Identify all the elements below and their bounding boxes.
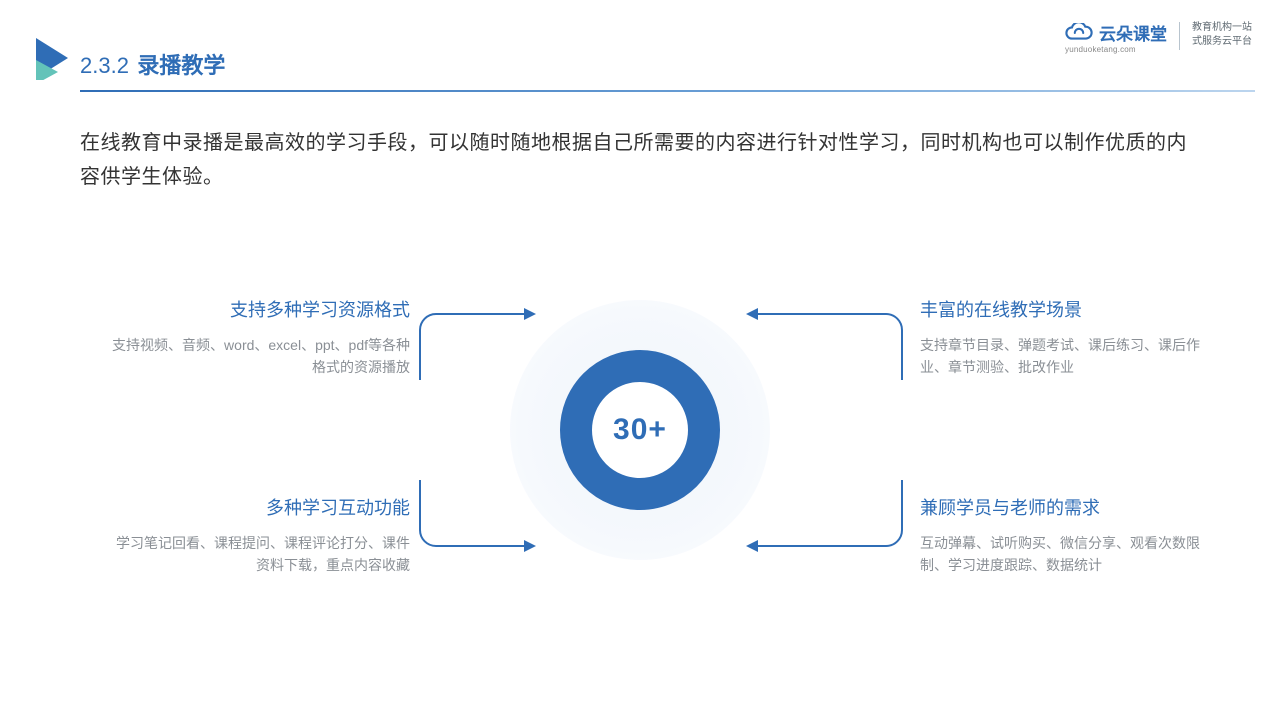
feature-desc: 互动弹幕、试听购买、微信分享、观看次数限制、学习进度跟踪、数据统计 [920, 532, 1220, 576]
connector-bottom-left [410, 470, 540, 550]
center-number: 30+ [613, 413, 667, 447]
feature-desc: 学习笔记回看、课程提问、课程评论打分、课件资料下载，重点内容收藏 [110, 532, 410, 576]
feature-title: 兼顾学员与老师的需求 [920, 494, 1220, 520]
feature-top-right: 丰富的在线教学场景 支持章节目录、弹题考试、课后练习、课后作业、章节测验、批改作… [920, 296, 1220, 378]
brand-tagline-line2: 式服务云平台 [1192, 35, 1252, 49]
brand-tagline: 教育机构一站 式服务云平台 [1192, 21, 1252, 49]
brand-tagline-line1: 教育机构一站 [1192, 21, 1252, 35]
intro-paragraph: 在线教育中录播是最高效的学习手段，可以随时随地根据自己所需要的内容进行针对性学习… [80, 126, 1200, 194]
feature-desc: 支持章节目录、弹题考试、课后练习、课后作业、章节测验、批改作业 [920, 334, 1220, 378]
brand-subdomain: yunduoketang.com [1065, 45, 1136, 54]
brand-logo: 云朵课堂 yunduoketang.com 教育机构一站 式服务云平台 [1065, 20, 1252, 54]
brand-divider [1179, 22, 1180, 50]
connector-top-left [410, 310, 540, 390]
feature-title: 支持多种学习资源格式 [110, 296, 410, 322]
connector-bottom-right [742, 470, 912, 550]
brand-name: 云朵课堂 [1099, 20, 1167, 45]
section-number: 2.3.2 [80, 53, 129, 79]
feature-desc: 支持视频、音频、word、excel、ppt、pdf等各种格式的资源播放 [110, 334, 410, 378]
title-underline [80, 90, 1255, 92]
slide: 2.3.2 录播教学 云朵课堂 yunduoketang.com 教育机构一站 … [0, 0, 1280, 720]
section-title: 录播教学 [137, 48, 225, 80]
feature-bottom-right: 兼顾学员与老师的需求 互动弹幕、试听购买、微信分享、观看次数限制、学习进度跟踪、… [920, 494, 1220, 576]
blue-ring: 30+ [560, 350, 720, 510]
feature-bottom-left: 多种学习互动功能 学习笔记回看、课程提问、课程评论打分、课件资料下载，重点内容收… [110, 494, 410, 576]
title-play-icon [34, 36, 78, 85]
feature-top-left: 支持多种学习资源格式 支持视频、音频、word、excel、ppt、pdf等各种… [110, 296, 410, 378]
connector-top-right [742, 310, 912, 390]
cloud-icon [1065, 23, 1093, 43]
feature-title: 丰富的在线教学场景 [920, 296, 1220, 322]
feature-title: 多种学习互动功能 [110, 494, 410, 520]
